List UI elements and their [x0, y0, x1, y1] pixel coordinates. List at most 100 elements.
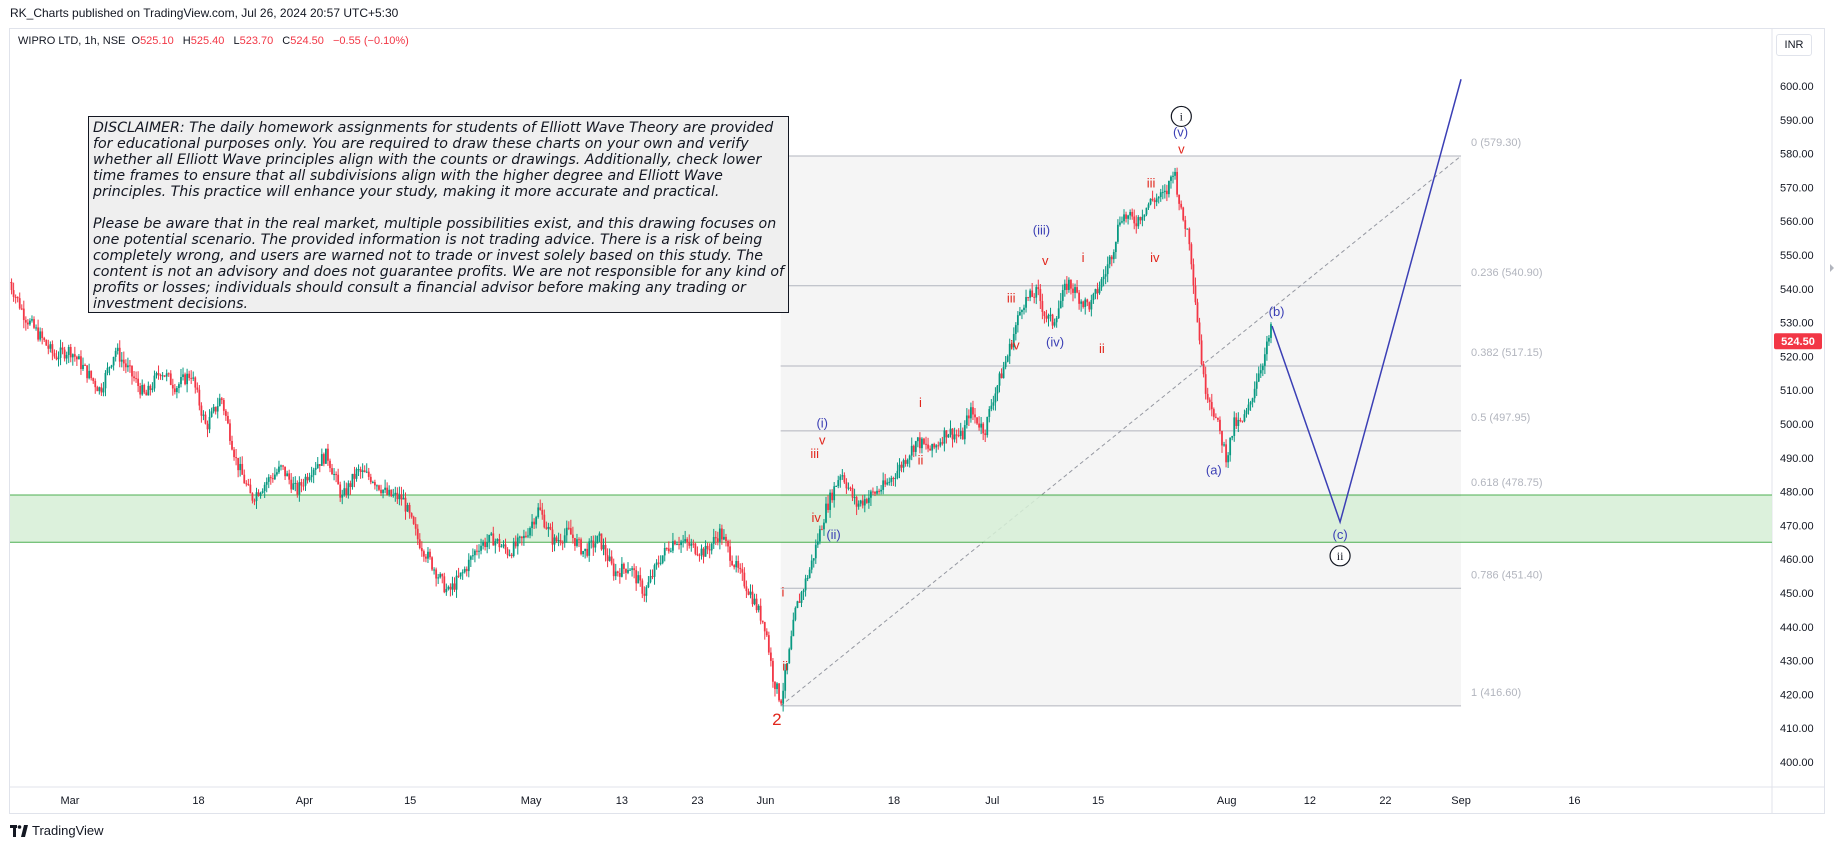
candle-body	[1112, 252, 1115, 260]
candle-body	[821, 529, 823, 531]
candle-body	[1186, 228, 1189, 230]
candle-body	[912, 445, 915, 452]
candle-body	[112, 356, 115, 366]
candle-body	[314, 468, 317, 470]
candle-body	[349, 483, 352, 488]
candle-body	[898, 464, 901, 471]
tradingview-logo[interactable]: TradingView	[10, 823, 104, 838]
fib-level-label: 0.618 (478.75)	[1471, 477, 1543, 489]
candle-body	[1023, 307, 1025, 311]
candle-body	[874, 491, 876, 494]
candle-body	[1157, 197, 1160, 199]
candle-body	[1200, 340, 1203, 365]
wave-label: i	[919, 395, 922, 410]
candle-body	[378, 485, 380, 490]
candle-body	[118, 347, 121, 362]
candle-body	[931, 443, 934, 451]
candle-body	[1033, 296, 1036, 298]
time-tick-label: Aug	[1217, 795, 1237, 807]
candle-body	[1147, 204, 1150, 208]
candle-body	[672, 541, 674, 551]
candle-body	[594, 543, 597, 548]
candle-body	[1010, 343, 1013, 348]
candle-body	[24, 320, 27, 323]
candle-body	[1041, 301, 1044, 312]
candle-body	[739, 567, 742, 570]
candle-body	[953, 434, 956, 440]
candle-body	[608, 556, 611, 561]
candle-body	[700, 548, 703, 556]
candle-body	[390, 489, 393, 497]
candle-body	[812, 558, 815, 561]
candle-body	[576, 539, 578, 546]
candle-body	[312, 469, 315, 476]
candle-body	[357, 469, 360, 471]
last-price-tag	[1774, 333, 1822, 350]
candle-body	[367, 471, 370, 477]
candle-body	[747, 591, 750, 595]
candle-body	[961, 431, 964, 440]
candle-body	[1039, 289, 1042, 302]
chart-frame[interactable]	[9, 28, 1825, 814]
candle-body	[269, 477, 272, 479]
candle-body	[718, 528, 721, 542]
symbol-legend[interactable]: WIPRO LTD, 1h, NSE O525.10 H525.40 L523.…	[18, 35, 415, 47]
candle-body	[296, 482, 299, 495]
candle-body	[1084, 299, 1087, 307]
candle-body	[806, 578, 809, 580]
candle-body	[1229, 437, 1232, 456]
candle-body	[653, 565, 656, 577]
candle-body	[665, 547, 668, 549]
fib-trendline	[780, 155, 1462, 707]
candle-body	[1139, 217, 1142, 221]
candle-body	[1061, 290, 1064, 301]
candle-body	[667, 548, 670, 552]
candle-body	[590, 540, 593, 542]
candle-body	[535, 517, 538, 525]
candle-body	[988, 409, 991, 417]
candle-body	[498, 539, 501, 548]
candle-body	[1239, 419, 1242, 421]
candle-body	[478, 550, 480, 552]
symbol-name[interactable]: WIPRO LTD, 1h, NSE	[18, 35, 126, 47]
candle-body	[1100, 279, 1103, 288]
currency-button[interactable]: INR	[1776, 34, 1812, 56]
candle-body	[788, 649, 791, 664]
candle-body	[1206, 393, 1209, 400]
candle-body	[843, 475, 846, 483]
candle-body	[247, 483, 250, 485]
candle-body	[135, 378, 137, 380]
candle-body	[67, 347, 70, 355]
candle-body	[1004, 361, 1007, 368]
candle-body	[557, 540, 560, 542]
candle-body	[925, 443, 927, 445]
candle-body	[427, 551, 429, 559]
candle-body	[645, 587, 648, 596]
candle-body	[102, 388, 105, 393]
candle-body	[990, 405, 993, 410]
candle-body	[606, 555, 609, 561]
candle-body	[204, 414, 207, 424]
candle-body	[308, 477, 311, 481]
candle-body	[1063, 283, 1066, 291]
wave-label: (v)	[1173, 125, 1188, 140]
candle-body	[94, 380, 97, 388]
candle-body	[596, 535, 599, 544]
candle-body	[661, 555, 664, 563]
candle-body	[410, 513, 413, 517]
candle-body	[916, 437, 919, 442]
wave-label: (iv)	[1046, 334, 1064, 349]
price-tick-label: 540.00	[1780, 284, 1814, 296]
candle-body	[1219, 419, 1221, 431]
candle-body	[816, 541, 819, 545]
candle-body	[921, 438, 923, 449]
candle-body	[333, 473, 335, 475]
candle-body	[53, 353, 56, 357]
candle-body	[1068, 279, 1070, 290]
candle-body	[157, 373, 160, 375]
candle-body	[96, 387, 99, 392]
candle-body	[680, 541, 682, 546]
candle-body	[120, 359, 123, 362]
candle-body	[684, 539, 687, 542]
